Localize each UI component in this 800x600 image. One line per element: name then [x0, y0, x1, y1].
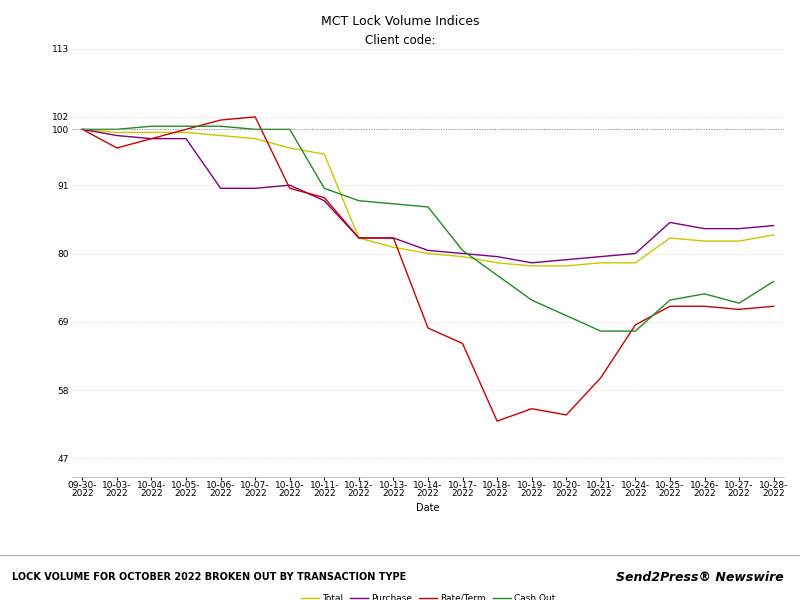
Line: Purchase: Purchase — [82, 130, 774, 263]
X-axis label: Date: Date — [416, 503, 440, 512]
Cash Out — [423, 203, 433, 211]
Total — [492, 259, 502, 266]
Purchase — [146, 135, 156, 142]
Total — [700, 238, 710, 245]
Purchase — [112, 132, 122, 139]
Rate/Term — [354, 235, 364, 242]
Cash Out — [700, 290, 710, 298]
Rate/Term — [458, 340, 467, 347]
Total — [354, 235, 364, 242]
Line: Rate/Term: Rate/Term — [82, 117, 774, 421]
Total — [562, 262, 571, 269]
Total — [182, 129, 191, 136]
Cash Out — [769, 278, 778, 285]
Rate/Term — [112, 145, 122, 152]
Total — [216, 132, 226, 139]
Rate/Term — [769, 302, 778, 310]
Purchase — [250, 185, 260, 192]
Rate/Term — [389, 235, 398, 242]
Purchase — [630, 250, 640, 257]
Total — [665, 235, 674, 242]
Rate/Term — [78, 126, 87, 133]
Purchase — [665, 219, 674, 226]
Rate/Term — [562, 412, 571, 419]
Cash Out — [665, 296, 674, 304]
Rate/Term — [182, 126, 191, 133]
Text: LOCK VOLUME FOR OCTOBER 2022 BROKEN OUT BY TRANSACTION TYPE: LOCK VOLUME FOR OCTOBER 2022 BROKEN OUT … — [12, 572, 406, 583]
Cash Out — [182, 122, 191, 130]
Purchase — [78, 126, 87, 133]
Total — [285, 145, 294, 152]
Rate/Term — [492, 418, 502, 425]
Purchase — [596, 253, 606, 260]
Total — [146, 129, 156, 136]
Cash Out — [112, 126, 122, 133]
Purchase — [423, 247, 433, 254]
Purchase — [562, 256, 571, 263]
Cash Out — [354, 197, 364, 205]
Cash Out — [527, 296, 537, 304]
Rate/Term — [423, 325, 433, 332]
Rate/Term — [700, 302, 710, 310]
Rate/Term — [630, 321, 640, 328]
Rate/Term — [319, 194, 329, 201]
Total — [458, 253, 467, 260]
Purchase — [389, 235, 398, 242]
Rate/Term — [146, 135, 156, 142]
Cash Out — [216, 122, 226, 130]
Rate/Term — [734, 306, 744, 313]
Cash Out — [562, 312, 571, 319]
Cash Out — [285, 126, 294, 133]
Rate/Term — [596, 374, 606, 381]
Cash Out — [319, 185, 329, 192]
Cash Out — [78, 126, 87, 133]
Purchase — [492, 253, 502, 260]
Cash Out — [250, 126, 260, 133]
Total — [112, 129, 122, 136]
Cash Out — [734, 299, 744, 307]
Cash Out — [492, 272, 502, 279]
Purchase — [354, 235, 364, 242]
Legend: Total, Purchase, Rate/Term, Cash Out: Total, Purchase, Rate/Term, Cash Out — [298, 590, 558, 600]
Total — [319, 151, 329, 158]
Total — [389, 244, 398, 251]
Text: Client code:: Client code: — [365, 34, 435, 47]
Purchase — [527, 259, 537, 266]
Total — [250, 135, 260, 142]
Purchase — [700, 225, 710, 232]
Rate/Term — [250, 113, 260, 121]
Purchase — [216, 185, 226, 192]
Total — [527, 262, 537, 269]
Cash Out — [146, 122, 156, 130]
Purchase — [285, 182, 294, 189]
Rate/Term — [285, 185, 294, 192]
Rate/Term — [527, 405, 537, 412]
Cash Out — [596, 328, 606, 335]
Purchase — [319, 197, 329, 205]
Purchase — [734, 225, 744, 232]
Total — [423, 250, 433, 257]
Total — [734, 238, 744, 245]
Purchase — [769, 222, 778, 229]
Total — [596, 259, 606, 266]
Text: MCT Lock Volume Indices: MCT Lock Volume Indices — [321, 15, 479, 28]
Purchase — [458, 250, 467, 257]
Cash Out — [630, 328, 640, 335]
Cash Out — [389, 200, 398, 208]
Purchase — [182, 135, 191, 142]
Cash Out — [458, 247, 467, 254]
Total — [769, 231, 778, 238]
Text: Send2Press® Newswire: Send2Press® Newswire — [616, 571, 784, 584]
Rate/Term — [216, 116, 226, 124]
Line: Cash Out: Cash Out — [82, 126, 774, 331]
Total — [78, 126, 87, 133]
Rate/Term — [665, 302, 674, 310]
Line: Total: Total — [82, 130, 774, 266]
Total — [630, 259, 640, 266]
